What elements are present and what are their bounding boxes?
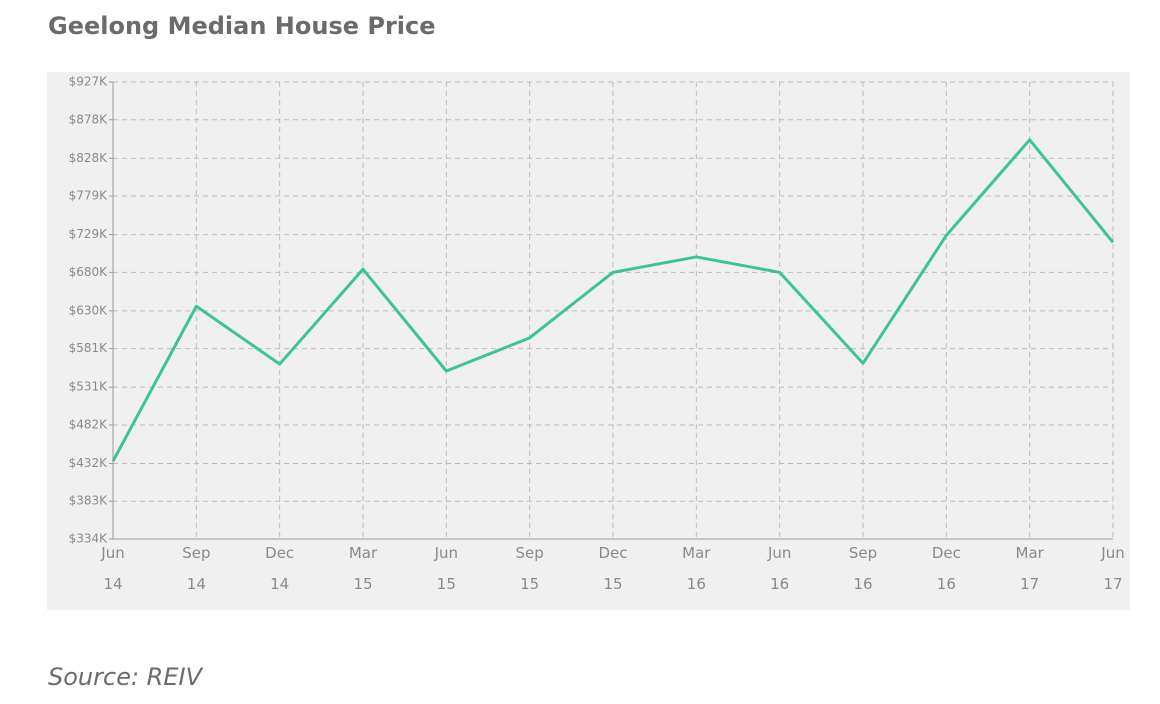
x-tick-label: Dec 16	[931, 544, 961, 593]
y-tick-label: $482K	[69, 417, 109, 431]
y-tick-label: $927K	[69, 75, 109, 89]
x-tick-label: Sep 14	[182, 544, 211, 593]
y-tick-label: $878K	[69, 112, 109, 126]
chart-panel	[47, 72, 1130, 610]
y-tick-label: $828K	[69, 151, 109, 165]
y-tick-label: $334K	[69, 532, 109, 546]
x-tick-label: Mar 16	[682, 544, 711, 593]
y-tick-label: $680K	[69, 265, 109, 279]
x-tick-label: Jun 17	[1101, 544, 1125, 593]
chart-title: Geelong Median House Price	[48, 12, 436, 40]
y-tick-label: $531K	[69, 380, 109, 394]
x-tick-label: Sep 16	[848, 544, 878, 593]
data-line	[111, 138, 1115, 462]
x-tick-label: Dec 14	[265, 544, 295, 593]
y-tick-label: $432K	[69, 456, 109, 470]
y-tick-label: $383K	[69, 494, 109, 508]
y-tick-label: $729K	[69, 227, 109, 241]
y-tick-label: $779K	[69, 189, 109, 203]
y-tick-label: $630K	[69, 303, 109, 317]
y-tick-label: $581K	[69, 341, 109, 355]
x-tick-label: Dec 15	[598, 544, 628, 593]
x-tick-label: Jun 14	[101, 544, 125, 593]
source-note: Source: REIV	[48, 663, 204, 691]
x-tick-label: Mar 15	[348, 544, 378, 593]
x-tick-label: Jun 16	[767, 544, 792, 593]
x-tick-label: Mar 17	[1015, 544, 1044, 593]
x-tick-label: Sep 15	[515, 544, 544, 593]
x-tick-label: Jun 15	[434, 544, 459, 593]
